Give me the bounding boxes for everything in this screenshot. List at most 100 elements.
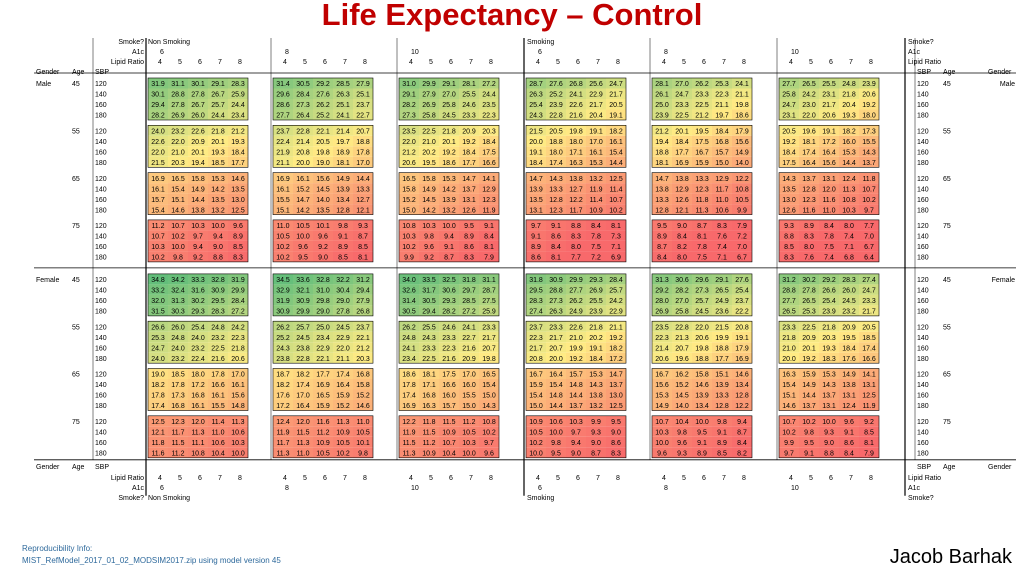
cell-value: 8.3 [233, 255, 243, 262]
cell-value: 14.4 [191, 197, 205, 204]
cell-value: 30.1 [191, 81, 205, 88]
cell-value: 16.9 [276, 176, 290, 183]
heat-cell [839, 305, 859, 316]
age-label-right: 75 [943, 419, 951, 426]
cell-value: 14.9 [655, 403, 669, 410]
cell-value: 20.7 [549, 345, 563, 352]
cell-value: 8.9 [338, 244, 348, 251]
cell-value: 24.2 [231, 324, 245, 331]
sbp-label-right: 140 [917, 186, 929, 193]
heat-cell [439, 321, 459, 332]
heat-cell [819, 125, 839, 136]
cell-value: 9.1 [338, 234, 348, 241]
heat-cell [168, 352, 188, 364]
cell-value: 11.4 [211, 419, 224, 426]
cell-value: 8.5 [717, 451, 727, 458]
cell-value: 24.1 [569, 92, 583, 99]
heat-cell [313, 436, 333, 448]
heat-cell [399, 368, 419, 379]
cell-value: 9.6 [318, 234, 328, 241]
heat-cell [799, 331, 819, 343]
heat-cell [168, 193, 188, 205]
cell-value: 13.0 [609, 393, 623, 400]
heat-cell [692, 284, 712, 295]
lipid-footer-value: 5 [303, 475, 307, 482]
age-label: 75 [72, 223, 80, 230]
cell-value: 11.1 [191, 440, 204, 447]
heat-cell [168, 219, 188, 231]
cell-value: 10.4 [675, 419, 689, 426]
cell-value: 23.7 [356, 102, 370, 109]
cell-value: 16.7 [529, 372, 543, 379]
heat-cell [399, 331, 419, 343]
heat-cell [732, 88, 752, 99]
block-border [525, 320, 627, 364]
heat-cell [859, 352, 879, 364]
cell-value: 24.0 [151, 356, 165, 363]
cell-value: 8.4 [551, 244, 561, 251]
cell-value: 20.9 [462, 356, 476, 363]
cell-value: 29.1 [402, 92, 416, 99]
heat-cell [459, 193, 479, 205]
cell-value: 22.5 [211, 345, 225, 352]
heat-cell [859, 305, 879, 316]
heat-cell [652, 240, 672, 252]
cell-value: 23.2 [171, 129, 185, 136]
heat-cell [168, 240, 188, 252]
cell-value: 24.7 [782, 102, 796, 109]
cell-value: 15.1 [715, 372, 729, 379]
lipid-value: 8 [238, 59, 242, 66]
cell-value: 15.2 [675, 382, 689, 389]
cell-value: 10.9 [422, 451, 436, 458]
heat-cell [799, 436, 819, 448]
heat-cell [333, 389, 353, 400]
block-border [525, 273, 627, 317]
heat-cell [546, 284, 566, 295]
heat-cell [439, 183, 459, 194]
cell-value: 9.5 [657, 223, 667, 230]
cell-value: 13.7 [569, 403, 583, 410]
cell-value: 8.6 [464, 244, 474, 251]
heat-cell [188, 447, 208, 458]
heat-cell [188, 125, 208, 136]
heat-cell [459, 135, 479, 147]
lipid-footer-value: 7 [469, 475, 473, 482]
heat-cell [313, 109, 333, 120]
heat-cell [799, 193, 819, 205]
cell-value: 11.3 [336, 419, 349, 426]
sbp-label: 160 [95, 393, 107, 400]
cell-value: 22.3 [529, 335, 543, 342]
heat-cell [672, 172, 692, 184]
heat-cell [228, 193, 248, 205]
heat-cell [712, 204, 732, 215]
cell-value: 16.9 [402, 403, 416, 410]
cell-value: 30.3 [171, 309, 185, 316]
heat-cell [672, 426, 692, 437]
cell-value: 26.6 [151, 324, 165, 331]
heat-cell [712, 436, 732, 448]
reproducibility-info: MIST_RefModel_2017_01_02_MODSIM2017.zip … [22, 556, 281, 565]
cell-value: 8.7 [697, 223, 707, 230]
cell-value: 8.9 [233, 234, 243, 241]
cell-value: 16.8 [422, 393, 436, 400]
heat-cell [819, 99, 839, 110]
cell-value: 14.3 [782, 176, 796, 183]
cell-value: 12.3 [802, 197, 816, 204]
cell-value: 17.5 [482, 150, 496, 157]
cell-value: 33.3 [191, 277, 205, 284]
heat-cell [839, 415, 859, 427]
cell-value: 31.9 [231, 277, 245, 284]
cell-value: 18.2 [276, 382, 290, 389]
cell-value: 27.2 [462, 309, 476, 316]
heat-cell [566, 156, 586, 168]
heat-cell [672, 146, 692, 157]
heat-cell [652, 400, 672, 411]
heat-cell [228, 415, 248, 427]
cell-value: 10.7 [609, 197, 623, 204]
cell-value: 16.8 [715, 139, 729, 146]
cell-value: 14.7 [529, 176, 543, 183]
a1c-label-right: A1c [908, 49, 921, 56]
cell-value: 25.1 [336, 102, 350, 109]
cell-value: 17.3 [171, 393, 185, 400]
cell-value: 10.3 [462, 440, 476, 447]
